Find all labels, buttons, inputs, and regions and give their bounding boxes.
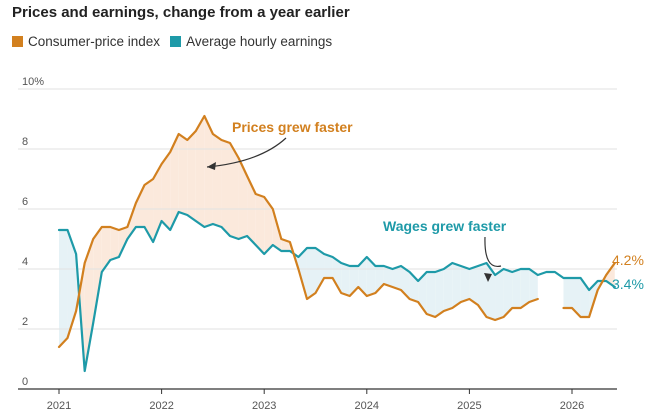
annotations: Prices grew faster Wages grew faster [206, 119, 507, 282]
gap-fill-prices [230, 143, 239, 239]
legend-swatch-cpi [12, 36, 23, 47]
gap-fill-wages [563, 278, 572, 308]
gap-fills [59, 116, 615, 371]
end-label-wages: 3.4% [612, 276, 644, 292]
gap-fill-prices [195, 116, 205, 227]
end-labels: 4.2% 3.4% [612, 252, 644, 292]
gap-fill-prices [221, 140, 230, 236]
gap-fill-wages [392, 266, 401, 290]
gap-fill-wages [452, 263, 461, 308]
annotation-wages-arrow [484, 236, 502, 268]
gap-fill-prices [187, 131, 196, 221]
y-tick-label: 4 [22, 256, 28, 268]
gap-fill-prices [264, 197, 273, 254]
chart-title: Prices and earnings, change from a year … [12, 4, 350, 21]
gap-fill-wages [469, 266, 478, 305]
gap-fill-prices [247, 176, 256, 245]
gap-fill-wages [298, 248, 307, 299]
gap-fill-wages [572, 278, 581, 317]
gap-fill-prices [238, 158, 248, 239]
y-tick-label: 8 [22, 136, 28, 148]
y-tick-label: 0 [22, 376, 28, 388]
gap-fill-prices [204, 116, 213, 227]
y-axis-ticks: 10% 8 6 4 2 0 [22, 76, 44, 388]
legend: Consumer-price index Average hourly earn… [12, 34, 342, 49]
legend-item-cpi: Consumer-price index [12, 34, 160, 49]
gap-fill-wages [366, 257, 376, 296]
gap-fill-wages [443, 263, 453, 311]
gap-fill-prices [118, 227, 128, 257]
gap-fill-wages [324, 254, 333, 278]
gap-fill-wages [435, 269, 444, 317]
x-tick-label: 2021 [47, 400, 71, 412]
gap-fill-prices [101, 227, 111, 272]
gap-fill-wages [426, 272, 436, 317]
gap-fill-wages [495, 269, 504, 320]
annotation-prices-grew-faster: Prices grew faster [232, 119, 353, 135]
gap-fill-wages [341, 263, 350, 296]
y-tick-label: 10% [22, 76, 44, 88]
y-tick-label: 6 [22, 196, 28, 208]
x-axis: 2021 2022 2023 2024 2025 2026 [18, 388, 617, 412]
x-tick-label: 2024 [355, 400, 379, 412]
gap-fill-prices [178, 134, 188, 215]
gap-fill-wages [67, 230, 77, 338]
x-tick-label: 2022 [149, 400, 173, 412]
legend-swatch-wages [170, 36, 182, 47]
legend-label-cpi: Consumer-price index [28, 34, 161, 49]
gap-fill-prices [93, 227, 102, 323]
gap-fill-wages [460, 266, 470, 302]
gap-fill-prices [135, 185, 145, 227]
gap-fill-wages [332, 257, 342, 293]
annotation-wages-grew-faster: Wages grew faster [383, 218, 507, 234]
gap-fill-wages [512, 269, 521, 308]
gap-fill-wages [477, 263, 487, 317]
gap-fill-wages [306, 248, 316, 299]
gap-fill-prices [170, 134, 179, 230]
gap-fill-wages [520, 269, 530, 308]
annotation-prices-arrow [206, 137, 287, 168]
gap-fill-prices [212, 134, 222, 227]
gap-fill-wages [383, 266, 393, 287]
gridlines [18, 88, 617, 330]
gap-fill-wages [358, 257, 367, 296]
annotation-wages-arrowhead [484, 273, 492, 282]
y-tick-label: 2 [22, 316, 28, 328]
series-line-cpi [57, 114, 616, 349]
gap-fill-wages [529, 269, 538, 302]
gap-fill-wages [375, 266, 384, 293]
gap-fill-wages [59, 230, 68, 347]
gap-fill-prices [144, 179, 154, 242]
x-tick-label: 2026 [560, 400, 584, 412]
gap-fill-prices [153, 164, 162, 242]
gap-fill-wages [503, 269, 513, 317]
annotation-prices-arrowhead [207, 162, 216, 170]
x-tick-label: 2025 [457, 400, 481, 412]
x-tick-label: 2023 [252, 400, 276, 412]
gap-fill-prices [161, 152, 171, 230]
series-lines [57, 114, 616, 373]
gap-fill-prices [84, 239, 94, 371]
gap-fill-prices [110, 227, 119, 260]
end-label-cpi: 4.2% [612, 252, 644, 268]
legend-item-wages: Average hourly earnings [170, 34, 332, 49]
legend-label-wages: Average hourly earnings [186, 34, 333, 49]
series-line-wages [57, 210, 616, 373]
